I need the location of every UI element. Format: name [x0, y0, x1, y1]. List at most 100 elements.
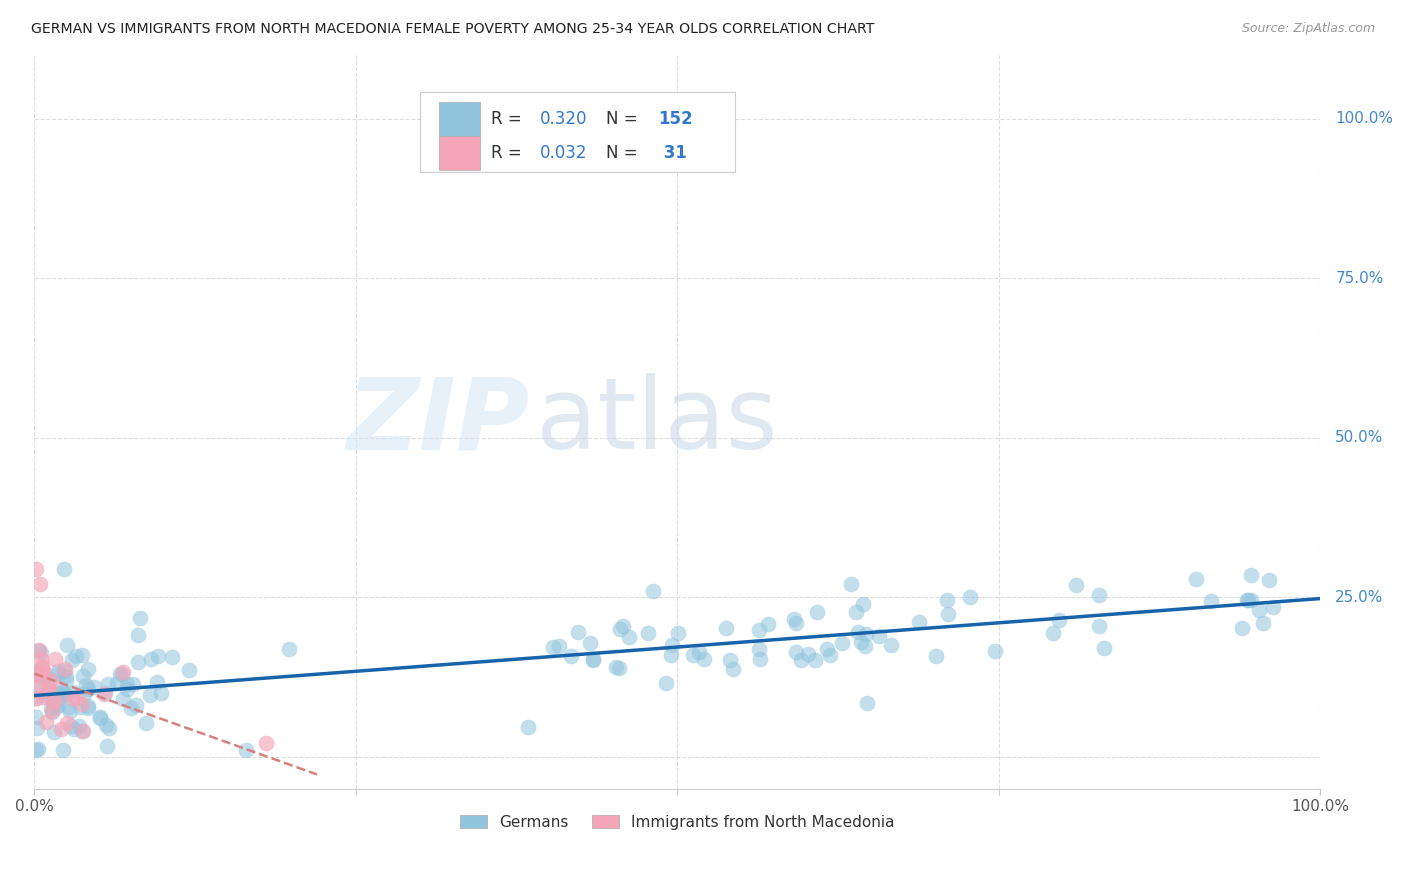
Point [76, 698, 98, 713]
Point [659, 648, 682, 662]
Point [96, 718, 118, 732]
Point [254, 736, 277, 750]
Point [804, 653, 827, 667]
Point [75, 678, 97, 692]
Point [612, 619, 634, 633]
Text: atlas: atlas [536, 374, 778, 470]
Point [1230, 621, 1253, 635]
Point [756, 617, 779, 632]
Point [177, 663, 200, 677]
Point [1251, 615, 1274, 630]
Point [806, 605, 828, 619]
Point [936, 592, 959, 607]
Point [1247, 603, 1270, 617]
Point [853, 639, 876, 653]
Point [56, 716, 79, 731]
Point [32, 672, 55, 686]
Point [1236, 592, 1258, 607]
Point [38, 682, 60, 697]
Point [77, 700, 100, 714]
Point [27, 666, 49, 681]
Point [641, 584, 664, 599]
Point [160, 650, 183, 665]
Point [1240, 568, 1263, 582]
Text: 100.0%: 100.0% [1336, 112, 1393, 127]
FancyBboxPatch shape [420, 92, 735, 172]
Point [1185, 572, 1208, 586]
Point [121, 676, 143, 690]
Point [637, 625, 659, 640]
Point [25, 664, 48, 678]
Point [77, 662, 100, 676]
Point [83, 681, 105, 695]
Point [682, 648, 704, 662]
Text: 50.0%: 50.0% [1336, 430, 1384, 445]
Point [856, 696, 879, 710]
Point [135, 716, 157, 731]
Point [277, 642, 299, 657]
Text: ZIP: ZIP [346, 374, 529, 470]
Point [25, 680, 48, 694]
Point [149, 686, 172, 700]
Point [65, 649, 87, 664]
Point [97, 677, 120, 691]
Point [52, 743, 75, 757]
Point [846, 624, 869, 639]
Text: N =: N = [606, 144, 644, 161]
Point [32, 665, 55, 680]
Text: R =: R = [491, 110, 527, 128]
Point [48, 698, 70, 713]
Point [41, 705, 63, 719]
Point [661, 638, 683, 652]
Point [25, 690, 48, 705]
Point [72, 669, 94, 683]
Point [30, 652, 52, 666]
Point [111, 666, 134, 681]
Point [55, 668, 77, 682]
Point [560, 648, 582, 663]
Point [89, 711, 111, 725]
Point [72, 697, 94, 711]
Text: R =: R = [491, 144, 527, 161]
Point [851, 635, 873, 649]
Point [56, 699, 79, 714]
Point [67, 719, 90, 733]
Point [72, 724, 94, 739]
Point [567, 625, 589, 640]
Point [53, 661, 76, 675]
Point [115, 677, 138, 691]
Point [609, 622, 631, 636]
Point [25, 743, 48, 757]
Point [53, 687, 76, 701]
Point [1258, 573, 1281, 587]
Point [60, 691, 83, 706]
Point [111, 665, 134, 679]
Text: Source: ZipAtlas.com: Source: ZipAtlas.com [1241, 22, 1375, 36]
Point [44, 725, 66, 739]
Point [1087, 588, 1109, 602]
FancyBboxPatch shape [439, 102, 481, 136]
Point [24, 667, 46, 681]
Point [32, 690, 55, 704]
Point [56, 638, 79, 652]
Point [115, 682, 138, 697]
Point [89, 709, 111, 723]
Text: 0.032: 0.032 [540, 144, 588, 161]
Point [797, 647, 820, 661]
Point [868, 629, 890, 643]
Point [30, 646, 52, 660]
Point [41, 685, 63, 699]
Point [543, 640, 565, 654]
Point [48, 691, 70, 706]
Point [127, 655, 149, 669]
Point [748, 623, 770, 637]
Point [53, 664, 76, 678]
Point [77, 682, 100, 697]
Point [907, 615, 929, 630]
Point [959, 591, 981, 605]
Point [688, 645, 710, 659]
Point [111, 691, 134, 706]
Point [25, 710, 48, 724]
Point [59, 719, 82, 733]
Point [41, 705, 63, 719]
